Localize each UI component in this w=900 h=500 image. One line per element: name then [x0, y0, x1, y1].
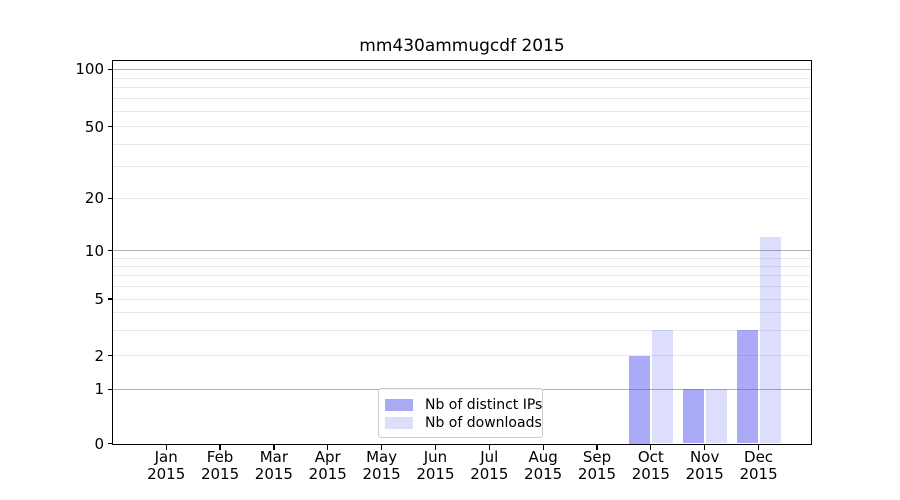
legend-item-distinct-ips: Nb of distinct IPs	[385, 396, 542, 414]
legend-swatch-distinct-ips-icon	[385, 399, 413, 411]
bar-distinct-ips-nov	[682, 389, 704, 444]
gridline-minor-2	[113, 355, 811, 356]
gridline-minor-7	[113, 275, 811, 277]
bar-downloads-dec	[759, 236, 781, 444]
x-tick-label-jun: Jun 2015	[416, 448, 455, 483]
legend-swatch-downloads-icon	[385, 417, 413, 429]
gridline-minor-30	[113, 166, 811, 168]
x-tick-mar	[273, 445, 275, 450]
x-tick-feb	[219, 445, 221, 450]
x-tick-label-mar: Mar 2015	[254, 448, 293, 483]
x-tick-jun	[434, 445, 437, 450]
y-tick-label-1: 1	[94, 380, 104, 399]
gridline-minor-40	[113, 143, 811, 145]
y-tick-50	[107, 126, 112, 128]
legend-item-downloads: Nb of downloads	[385, 414, 542, 432]
x-tick-label-feb: Feb 2015	[200, 448, 240, 483]
x-tick-label-aug: Aug 2015	[524, 448, 563, 483]
legend-label-distinct-ips: Nb of distinct IPs	[425, 397, 543, 413]
x-tick-may	[380, 445, 383, 450]
x-tick-label-dec: Dec 2015	[739, 448, 778, 483]
legend: Nb of distinct IPs Nb of downloads	[378, 388, 543, 438]
bar-distinct-ips-dec	[736, 330, 758, 444]
x-tick-sep	[596, 445, 598, 450]
bar-downloads-oct	[651, 330, 673, 444]
bar-distinct-ips-oct	[628, 355, 650, 444]
gridline-major-100	[113, 68, 811, 70]
x-tick-jul	[488, 445, 490, 450]
x-tick-label-oct: Oct 2015	[631, 448, 670, 483]
chart-title: mm430ammugcdf 2015	[359, 36, 565, 56]
x-tick-label-may: May 2015	[362, 448, 401, 483]
x-tick-dec	[757, 445, 760, 450]
x-tick-label-nov: Nov 2015	[685, 448, 724, 483]
y-tick-label-50: 50	[84, 117, 104, 136]
x-tick-label-sep: Sep 2015	[577, 448, 617, 483]
y-tick-label-20: 20	[84, 189, 104, 208]
y-tick-label-2: 2	[94, 346, 104, 365]
bar-downloads-nov	[705, 389, 727, 444]
gridline-minor-80	[113, 87, 811, 89]
y-tick-5	[107, 298, 112, 300]
x-tick-label-apr: Apr 2015	[308, 448, 347, 483]
y-tick-20	[107, 197, 112, 199]
x-tick-label-jul: Jul 2015	[470, 448, 509, 483]
x-tick-apr	[327, 445, 329, 450]
gridline-minor-70	[113, 98, 811, 100]
legend-label-downloads: Nb of downloads	[425, 415, 542, 431]
y-tick-label-100: 100	[75, 60, 104, 79]
x-tick-nov	[704, 445, 706, 450]
gridline-minor-9	[113, 257, 811, 259]
gridline-minor-5	[113, 298, 811, 300]
x-tick-jan	[165, 445, 167, 450]
gridline-minor-3	[113, 329, 811, 331]
gridline-minor-50	[113, 126, 811, 128]
y-tick-10	[107, 250, 112, 252]
y-tick-1	[107, 388, 112, 390]
x-tick-aug	[542, 445, 544, 450]
gridline-minor-90	[113, 77, 811, 79]
gridline-major-10	[113, 250, 811, 252]
plot-frame	[112, 59, 812, 445]
y-tick-2	[107, 354, 112, 357]
gridline-minor-8	[113, 265, 811, 267]
x-tick-oct	[650, 445, 652, 450]
gridline-minor-20	[113, 197, 811, 199]
y-tick-label-0: 0	[94, 434, 104, 453]
y-tick-100	[107, 68, 112, 70]
y-tick-label-5: 5	[94, 290, 104, 308]
gridline-minor-6	[113, 285, 811, 287]
gridline-minor-60	[113, 111, 811, 113]
gridline-minor-4	[113, 312, 811, 314]
y-tick-0	[107, 442, 112, 445]
y-tick-label-10: 10	[84, 241, 104, 260]
x-tick-label-jan: Jan 2015	[147, 448, 186, 483]
